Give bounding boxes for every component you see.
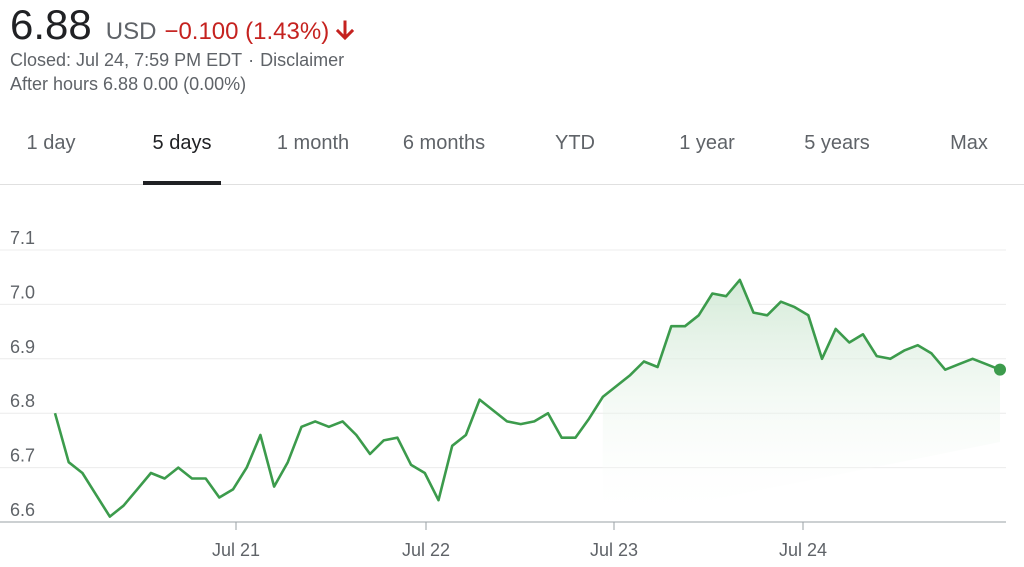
x-tick-label: Jul 22 [402,540,450,560]
disclaimer-link[interactable]: Disclaimer [260,50,345,70]
price-change: −0.100 (1.43%) [164,18,330,45]
closed-info: Closed: Jul 24, 7:59 PM EDT · Disclaimer [10,48,1010,72]
tab-ytd[interactable]: YTD [555,132,595,154]
x-tick-label: Jul 21 [212,540,260,560]
tab-1-year[interactable]: 1 year [679,132,735,154]
current-price: 6.88 [10,1,92,48]
x-tick-label: Jul 24 [779,540,827,560]
y-axis-ticks: 6.6 6.7 6.8 6.9 7.0 7.1 [10,228,35,520]
tab-6-months[interactable]: 6 months [402,132,486,154]
currency-label: USD [105,18,157,45]
separator: · [248,50,255,70]
area-fill [602,279,1000,522]
y-tick-label: 7.1 [10,228,35,248]
x-tick-label: Jul 23 [590,540,638,560]
y-tick-label: 6.9 [10,337,35,357]
price-chart: 6.66.76.86.97.07.1 Jul 21 Jul 22 Jul 23 Jul… [0,228,1006,560]
price-line [53,278,1001,518]
tab-5-days[interactable]: 5 days [143,118,221,185]
y-tick-label: 6.7 [10,446,35,466]
tab-5-years[interactable]: 5 years [804,132,870,154]
arrow-down-icon [336,20,355,41]
y-tick-label: 6.6 [10,500,35,520]
quote-header: 6.88 USD −0.100 (1.43%) Closed: Jul 24, … [10,2,1010,96]
x-axis-ticks: Jul 21 Jul 22 Jul 23 Jul 24 [212,522,827,560]
tab-1-day[interactable]: 1 day [26,132,76,154]
closed-time: Closed: Jul 24, 7:59 PM EDT [10,50,243,70]
tab-max[interactable]: Max [950,132,988,154]
after-hours-info: After hours 6.88 0.00 (0.00%) [10,74,247,94]
price-row: 6.88 USD −0.100 (1.43%) [10,2,1010,48]
y-tick-label: 6.8 [10,391,35,411]
range-tabs: 1 day 5 days 1 month 6 months YTD 1 year… [0,118,1024,185]
last-price-marker [994,363,1006,376]
tab-1-month[interactable]: 1 month [276,132,350,154]
y-tick-label: 7.0 [10,282,35,302]
